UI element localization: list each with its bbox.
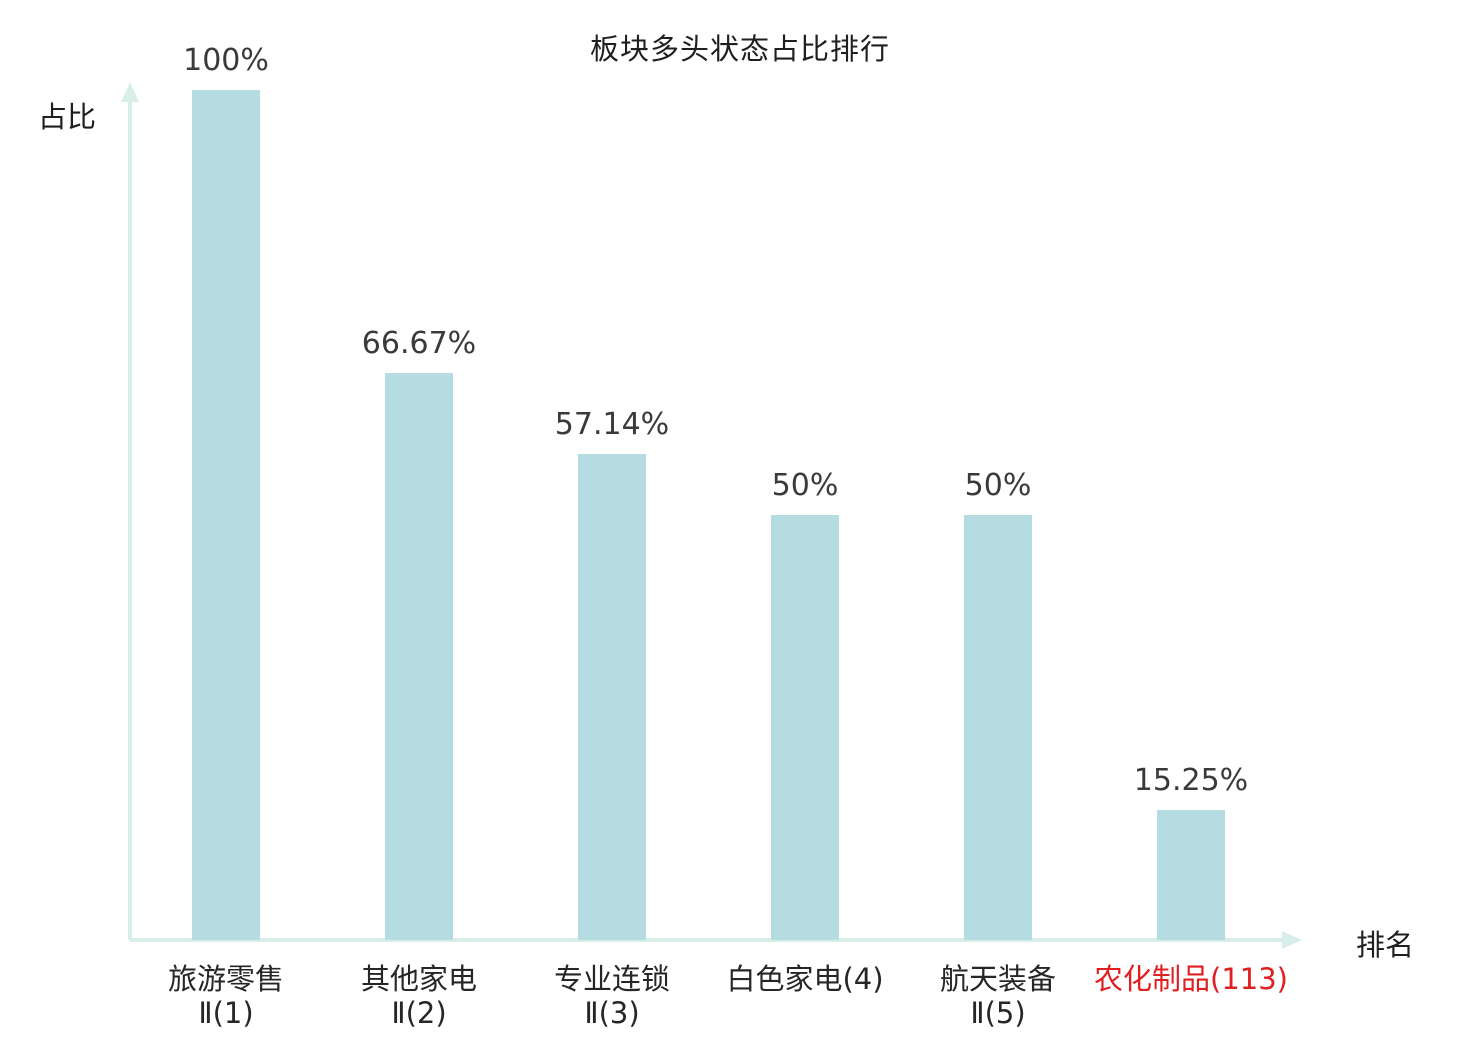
bar bbox=[578, 454, 646, 940]
bar-category-label: 旅游零售 Ⅱ(1) bbox=[76, 962, 376, 1030]
bar-category-label: 航天装备 Ⅱ(5) bbox=[848, 962, 1148, 1030]
bar bbox=[385, 373, 453, 940]
bar-category-label: 白色家电(4) bbox=[655, 962, 955, 996]
x-axis-arrow-icon bbox=[1282, 931, 1302, 949]
bar-value-label: 57.14% bbox=[554, 407, 670, 443]
y-axis-arrow-icon bbox=[121, 82, 139, 102]
bar-category-label-line: Ⅱ(2) bbox=[391, 996, 447, 1030]
bar-value-label: 100% bbox=[183, 43, 269, 78]
x-axis-label: 排名 bbox=[1356, 928, 1415, 962]
bar-category-label-line: 其他家电 bbox=[360, 962, 477, 996]
bar-category-label: 其他家电 Ⅱ(2) bbox=[269, 962, 569, 1030]
bar-category-label-line: Ⅱ(1) bbox=[198, 996, 254, 1030]
bar bbox=[964, 515, 1032, 940]
bar-category-label-line: 白色家电(4) bbox=[726, 962, 884, 996]
bar bbox=[1157, 810, 1225, 940]
bar-category-label-line: 农化制品(113) bbox=[1094, 962, 1288, 996]
bar-value-label: 50% bbox=[964, 468, 1032, 503]
chart-title: 板块多头状态占比排行 bbox=[589, 32, 890, 66]
bar-category-label-line: 专业连锁 bbox=[553, 962, 670, 996]
bar-category-label-line: Ⅱ(3) bbox=[584, 996, 640, 1030]
bar-category-label-line: Ⅱ(5) bbox=[970, 996, 1026, 1030]
bar-category-label: 农化制品(113) bbox=[1041, 962, 1341, 996]
bar-value-label: 50% bbox=[771, 468, 839, 503]
bar-category-label-line: 航天装备 bbox=[939, 962, 1056, 996]
bar bbox=[192, 90, 260, 940]
y-axis-label: 占比 bbox=[38, 100, 97, 134]
bar-category-label: 专业连锁 Ⅱ(3) bbox=[462, 962, 762, 1030]
bar-value-label: 66.67% bbox=[361, 326, 477, 362]
bar-category-label-line: 旅游零售 bbox=[167, 962, 284, 996]
bar-value-label: 15.25% bbox=[1133, 763, 1249, 799]
bar bbox=[771, 515, 839, 940]
